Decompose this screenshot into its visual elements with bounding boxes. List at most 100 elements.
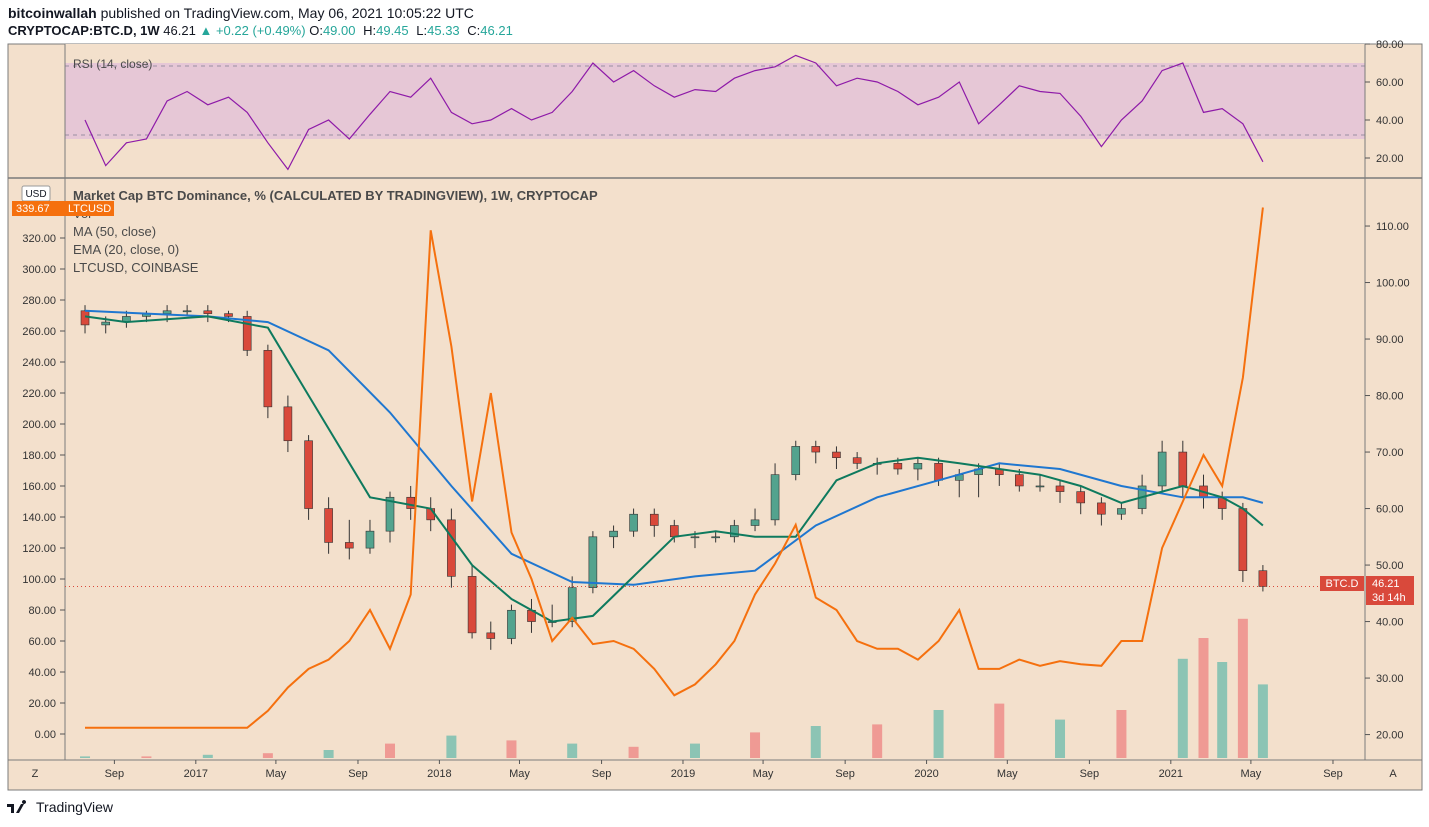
price-badge-countdown: 3d 14h (1372, 592, 1406, 604)
high-value: 49.45 (376, 23, 409, 38)
left-price-axis[interactable]: 320.00 300.00 280.00 260.00 240.00 220.00 200.… (22, 233, 65, 741)
candle-body (893, 463, 903, 470)
volume-bar (994, 703, 1005, 758)
candle-body (750, 519, 760, 526)
right-tick-label: 110.00 (1376, 221, 1409, 233)
time-label: May (997, 768, 1018, 780)
time-label: Sep (348, 768, 368, 780)
rsi-tick-label: 20.00 (1376, 153, 1404, 165)
left-tick-label: 300.00 (22, 264, 56, 276)
low-value: 45.33 (427, 23, 460, 38)
candle-body (385, 496, 395, 532)
right-tick-label: 100.00 (1376, 278, 1410, 290)
rsi-line (84, 54, 1264, 171)
rsi-title: RSI (14, close) (73, 57, 152, 71)
left-tick-label: 220.00 (22, 388, 56, 400)
candle-body (588, 536, 598, 588)
right-tick-label: 90.00 (1376, 334, 1404, 346)
volume-bar (750, 732, 761, 758)
right-tick-label: 20.00 (1376, 730, 1404, 742)
volume-bar (1198, 638, 1209, 758)
ltc-price-badge (12, 201, 114, 216)
price-badge-symbol: BTC.D (1326, 578, 1359, 590)
ohlc-line: CRYPTOCAP:BTC.D, 1W 46.21 ▲ +0.22 (+0.49… (8, 23, 517, 38)
low-label: L: (416, 23, 428, 38)
currency-unit: USD (25, 189, 46, 200)
volume-bar (202, 754, 213, 758)
time-axis[interactable]: Sep 2017 May Sep 2018 May Sep 2019 May Sep 2020 May… (105, 760, 1343, 780)
volume-bar (323, 750, 334, 758)
publisher-name[interactable]: bitcoinwallah (8, 5, 97, 21)
candle-body (770, 474, 780, 521)
left-tick-label: 260.00 (22, 326, 56, 338)
candle-body (1258, 570, 1268, 587)
candle-body (1178, 451, 1188, 487)
right-price-axis[interactable]: 110.00 100.00 90.00 80.00 70.00 60.00 50.00 40.… (1365, 221, 1410, 742)
candle-body (101, 321, 111, 326)
auto-scale-label: A (1389, 768, 1397, 780)
ema20-line (84, 315, 1264, 623)
candle-body (934, 463, 943, 481)
rsi-axis[interactable]: 80.00 60.00 40.00 20.00 (1365, 39, 1404, 165)
brand-name[interactable]: TradingView (36, 799, 114, 815)
time-label: Sep (1323, 768, 1343, 780)
publisher-line: bitcoinwallah published on TradingView.c… (8, 5, 474, 21)
volume-bar (141, 756, 152, 758)
volume-bar (567, 743, 578, 758)
time-label: May (509, 768, 530, 780)
left-tick-label: 20.00 (28, 698, 56, 710)
auto-scale-button[interactable] (1384, 765, 1402, 781)
candle-body (263, 350, 273, 408)
candle-body (1238, 508, 1248, 572)
close-value: 46.21 (480, 23, 513, 38)
volume-bar (1116, 710, 1127, 758)
zoom-left-button[interactable] (26, 765, 44, 781)
candle-body (1035, 485, 1045, 488)
time-label: Sep (1080, 768, 1100, 780)
left-tick-label: 200.00 (22, 419, 56, 431)
volume-bar (872, 724, 883, 758)
rsi-band (65, 63, 1365, 139)
candle-body (162, 310, 172, 314)
last-value: 46.21 (163, 23, 196, 38)
time-label: Sep (835, 768, 855, 780)
candle-body (365, 530, 375, 549)
left-tick-label: 100.00 (22, 574, 56, 586)
candle-body (242, 316, 252, 351)
candle-body (649, 513, 659, 526)
right-tick-label: 80.00 (1376, 391, 1404, 403)
candle-body (324, 508, 333, 543)
volume-bar (506, 740, 517, 758)
time-label: Sep (105, 768, 125, 780)
candle-body (283, 406, 293, 442)
main-title: Market Cap BTC Dominance, % (CALCULATED … (73, 188, 598, 203)
volume-bar (1055, 719, 1066, 758)
left-tick-label: 40.00 (28, 667, 56, 679)
candle-body (811, 446, 821, 453)
candle-body (304, 440, 313, 509)
candle-body (203, 310, 213, 314)
time-label: Sep (592, 768, 612, 780)
right-tick-label: 70.00 (1376, 447, 1404, 459)
candle-body (669, 525, 679, 538)
volume-bar (446, 735, 457, 758)
close-label: C: (467, 23, 481, 38)
volume-bar (628, 746, 639, 758)
left-tick-label: 0.00 (35, 729, 56, 741)
volume-bar (933, 710, 944, 758)
volume-bar (385, 743, 395, 758)
candle-body (507, 609, 516, 639)
tradingview-logo-icon (7, 800, 27, 813)
left-tick-label: 60.00 (28, 636, 56, 648)
left-tick-label: 140.00 (22, 512, 56, 524)
time-label: May (753, 768, 774, 780)
candle-body (913, 463, 923, 470)
candle-body (711, 536, 720, 539)
open-value: 49.00 (322, 23, 356, 38)
candle-body (1157, 451, 1167, 487)
volume-bar (1177, 658, 1188, 758)
volume-bar (80, 756, 91, 758)
candle-body (1015, 474, 1024, 487)
candle-body (467, 576, 477, 634)
